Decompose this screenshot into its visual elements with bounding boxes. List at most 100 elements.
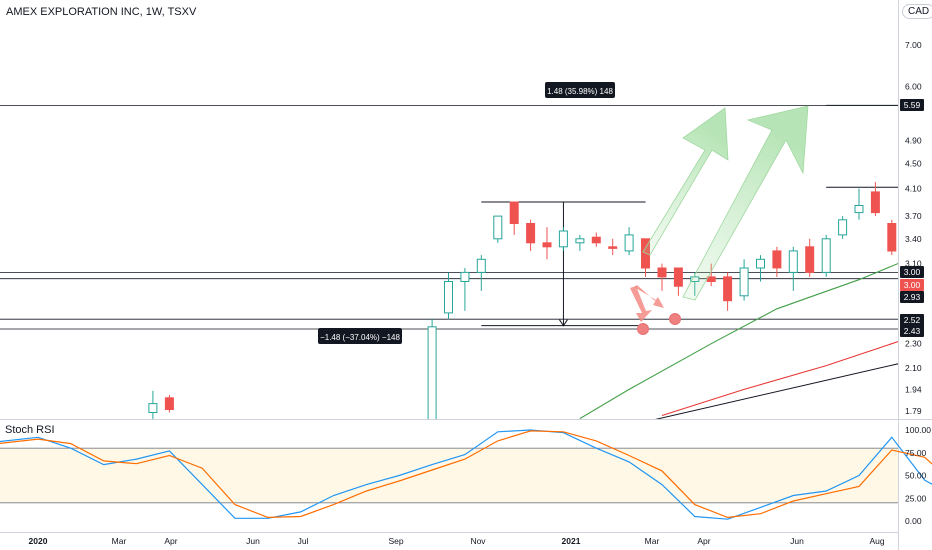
candle[interactable]: [657, 263, 667, 291]
price-axis-tick: 3.10: [905, 259, 922, 269]
candle[interactable]: [788, 246, 798, 291]
candle-body-up: [756, 258, 765, 269]
rsi-band-fill: [0, 448, 898, 503]
candle[interactable]: [870, 182, 880, 217]
candle[interactable]: [444, 272, 453, 320]
candle-body-down: [723, 276, 733, 302]
price-axis-tick: 2.10: [905, 363, 922, 373]
price-tag[interactable]: 5.59: [900, 99, 924, 111]
candle[interactable]: [427, 319, 437, 428]
rsi-axis-tick: 50.00: [905, 471, 927, 481]
up-arrow-2: [682, 105, 809, 301]
moving-average-line: [579, 262, 898, 419]
candle-body-down: [921, 224, 929, 243]
candle[interactable]: [148, 390, 158, 422]
candle[interactable]: [723, 272, 733, 311]
price-tag-label: 2.43: [904, 326, 921, 336]
price-tag[interactable]: 2.43: [900, 325, 924, 337]
candle[interactable]: [673, 267, 683, 296]
candle-body-down: [805, 246, 815, 273]
price-tag[interactable]: 2.52: [900, 314, 924, 326]
projection-down-arrows: [630, 285, 681, 335]
candle-body-down: [591, 236, 601, 244]
price-tag[interactable]: 2.93: [900, 291, 924, 303]
rsi-axis-tick: 75.00: [905, 448, 927, 458]
candle-body-down: [608, 246, 618, 249]
candle[interactable]: [854, 188, 864, 220]
trendline[interactable]: [646, 237, 932, 421]
rsi-axis-tick: 0.00: [905, 516, 922, 526]
rsi-axis-tick: 100.00: [905, 425, 931, 435]
candle-body-up: [838, 219, 848, 236]
price-axis-tick: 3.70: [905, 211, 922, 221]
candle[interactable]: [821, 234, 831, 277]
measure-label-box: [318, 328, 402, 344]
candle[interactable]: [575, 234, 585, 251]
candle[interactable]: [921, 216, 929, 247]
candle[interactable]: [838, 216, 848, 239]
stoch-rsi-line: [0, 429, 932, 520]
candle-body-up: [821, 238, 831, 273]
time-axis-tick: Jun: [790, 536, 804, 546]
projection-up-arrows: [642, 105, 809, 301]
candle-body-up: [739, 267, 749, 297]
candle-body-up: [788, 250, 798, 273]
candle-body-up: [575, 238, 585, 244]
time-axis-tick: Jun: [246, 536, 260, 546]
candle[interactable]: [542, 227, 552, 260]
target-point[interactable]: [669, 313, 681, 325]
time-axis-tick: Apr: [697, 536, 710, 546]
candle[interactable]: [558, 227, 568, 251]
measure-label-down: −1.48 (−37.04%) −148: [320, 333, 400, 342]
candle[interactable]: [887, 219, 897, 256]
candle-body-up: [460, 271, 470, 282]
candle-body-down: [542, 242, 552, 248]
candle[interactable]: [476, 255, 486, 291]
price-axis-tick: 4.90: [905, 136, 922, 146]
candle-body-up: [427, 326, 437, 419]
candle[interactable]: [772, 246, 782, 277]
candle[interactable]: [509, 201, 519, 235]
candle-body-down: [706, 276, 716, 282]
price-tag-box: [900, 266, 924, 278]
price-tag-box: [900, 279, 924, 291]
candle[interactable]: [756, 255, 765, 282]
candle-body-down: [164, 397, 174, 410]
price-tag[interactable]: 3.00: [900, 266, 924, 278]
price-tag[interactable]: 3.00: [900, 279, 924, 291]
time-axis-tick: Aug: [869, 536, 884, 546]
measure-label-up: 1.48 (35.98%) 148: [547, 87, 613, 96]
currency-badge[interactable]: CAD: [902, 4, 932, 19]
candle-body-up: [476, 258, 486, 273]
candle[interactable]: [805, 238, 815, 277]
time-axis-tick: 2020: [29, 536, 48, 546]
price-axis-tick: 4.50: [905, 159, 922, 169]
rsi-axis-tick: 25.00: [905, 493, 927, 503]
candle[interactable]: [624, 227, 634, 256]
candle-body-up: [558, 230, 568, 248]
candle[interactable]: [608, 238, 618, 256]
candle-body-down: [673, 267, 683, 287]
price-axis-tick: 4.10: [905, 184, 922, 194]
time-axis-tick: Sep: [388, 536, 403, 546]
candle[interactable]: [460, 268, 470, 311]
candle[interactable]: [591, 232, 601, 247]
price-tag-label: 3.00: [904, 267, 921, 277]
candle-body-up: [493, 215, 503, 240]
candle[interactable]: [493, 215, 503, 243]
candle[interactable]: [739, 259, 749, 301]
candle-body-down: [509, 201, 519, 224]
candle[interactable]: [526, 219, 536, 251]
chart-title: AMEX EXPLORATION INC, 1W, TSXV: [6, 6, 197, 18]
price-tag-box: [900, 325, 924, 337]
price-tag-label: 5.59: [904, 100, 921, 110]
price-pane[interactable]: [0, 0, 898, 419]
price-tag-label: 2.52: [904, 315, 921, 325]
candle[interactable]: [164, 395, 174, 413]
candle-body-up: [854, 205, 864, 214]
price-axis-tick: 2.30: [905, 339, 922, 349]
candle-body-down: [657, 267, 667, 278]
target-point[interactable]: [637, 323, 649, 335]
candle-body-down: [526, 223, 536, 244]
